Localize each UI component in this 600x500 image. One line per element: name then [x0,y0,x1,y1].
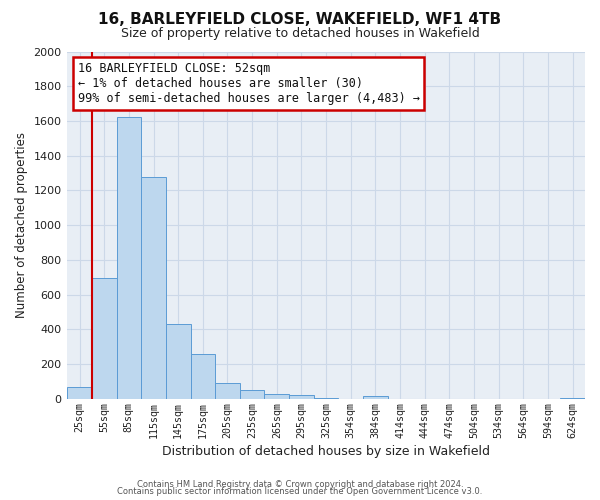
Bar [560,398,585,399]
Bar [92,278,116,399]
Bar [116,116,141,399]
Bar [289,396,314,399]
Bar [363,396,388,399]
Bar [265,394,289,399]
Text: Contains public sector information licensed under the Open Government Licence v3: Contains public sector information licen… [118,487,482,496]
Bar [191,354,215,399]
Bar [215,383,240,399]
Text: Contains HM Land Registry data © Crown copyright and database right 2024.: Contains HM Land Registry data © Crown c… [137,480,463,489]
Y-axis label: Number of detached properties: Number of detached properties [15,132,28,318]
Bar [240,390,265,399]
Text: 16, BARLEYFIELD CLOSE, WAKEFIELD, WF1 4TB: 16, BARLEYFIELD CLOSE, WAKEFIELD, WF1 4T… [98,12,502,28]
Bar [67,388,92,399]
Text: Size of property relative to detached houses in Wakefield: Size of property relative to detached ho… [121,28,479,40]
Bar [166,324,191,399]
X-axis label: Distribution of detached houses by size in Wakefield: Distribution of detached houses by size … [162,444,490,458]
Bar [314,398,338,399]
Text: 16 BARLEYFIELD CLOSE: 52sqm
← 1% of detached houses are smaller (30)
99% of semi: 16 BARLEYFIELD CLOSE: 52sqm ← 1% of deta… [77,62,419,105]
Bar [141,178,166,399]
